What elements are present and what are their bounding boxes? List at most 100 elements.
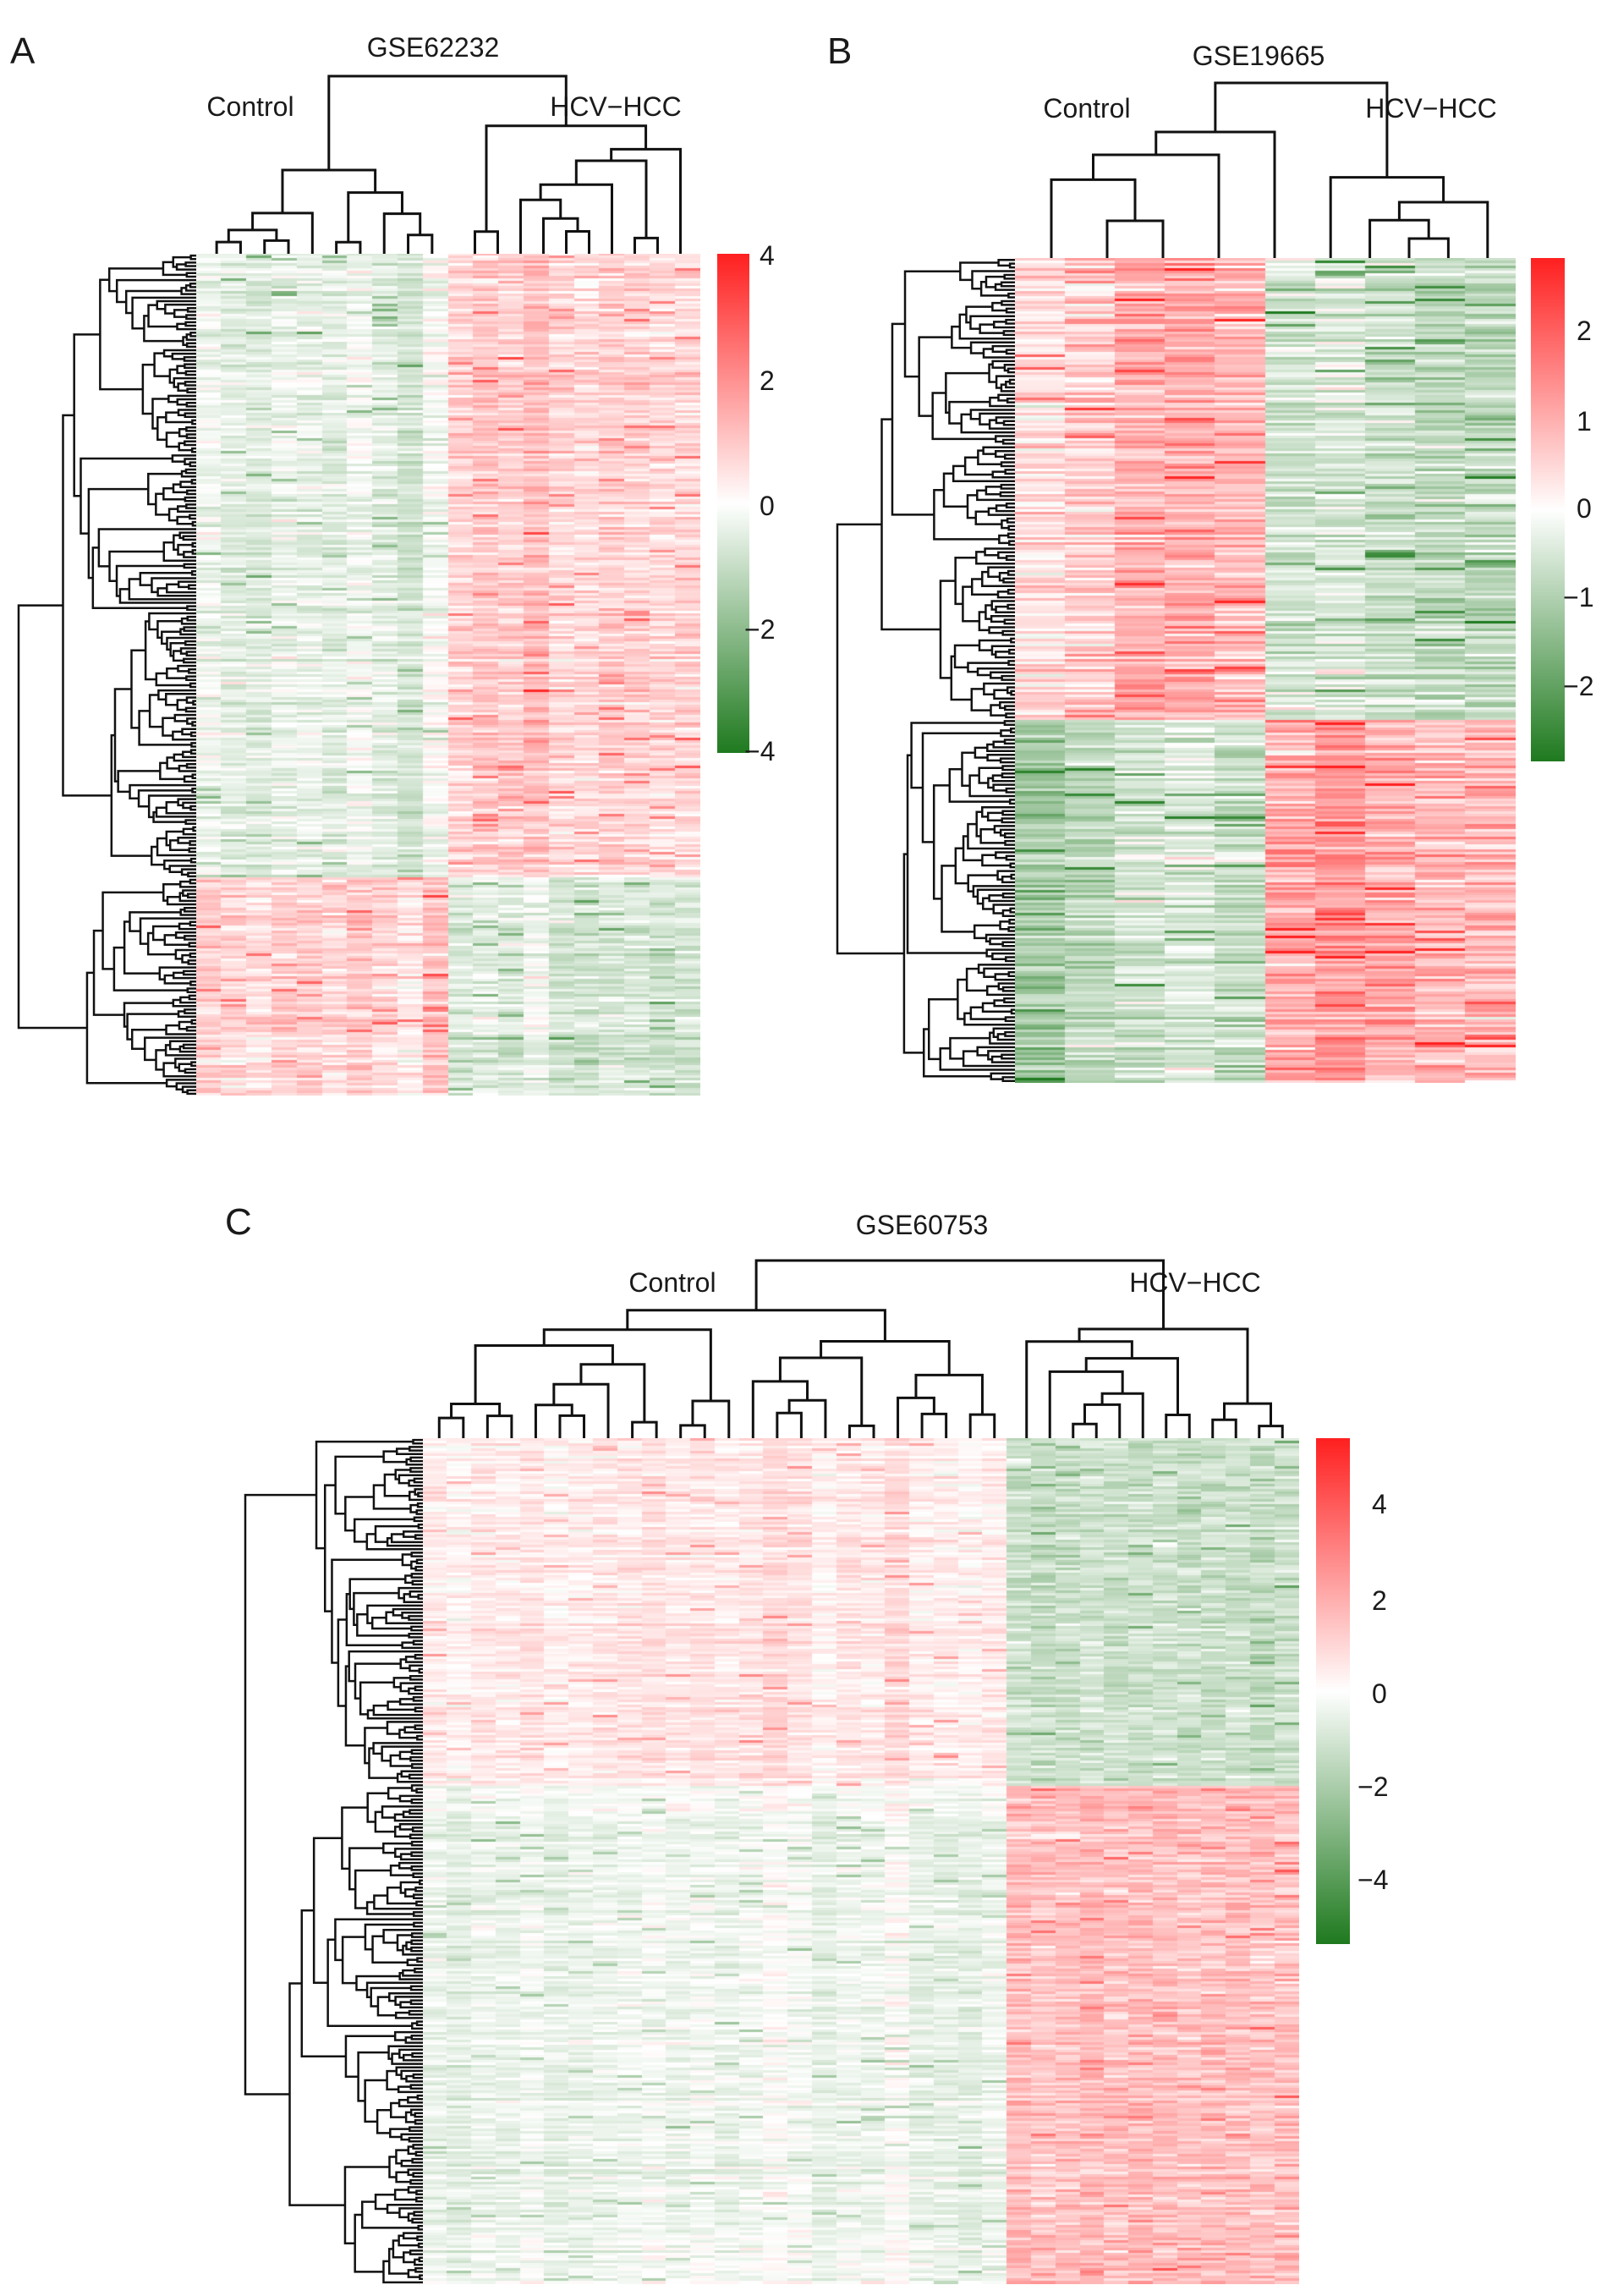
dendrogram-branch: [353, 1518, 414, 1543]
dendrogram-branch: [776, 1411, 803, 1438]
dendrogram-branch: [185, 489, 196, 496]
dendrogram-branch: [963, 456, 993, 476]
dendrogram-branch: [1001, 438, 1015, 445]
dendrogram-branch: [112, 946, 188, 991]
dendrogram-branch: [994, 283, 1015, 291]
dendrogram-branch: [986, 811, 1003, 822]
dendrogram-branch: [413, 1477, 423, 1484]
dendrogram-branch: [174, 1057, 196, 1069]
dendrogram-branch: [166, 895, 196, 906]
dendrogram-branch: [539, 183, 613, 254]
dendrogram-branch: [981, 806, 1015, 818]
dendrogram-branch: [411, 2052, 423, 2058]
dendrogram-branch: [166, 756, 179, 770]
dendrogram-branch: [1000, 281, 1015, 288]
dendrogram-branch: [166, 667, 187, 679]
dendrogram-branch: [189, 840, 196, 846]
dendrogram-branch: [186, 605, 196, 612]
dendrogram-branch: [393, 2189, 417, 2201]
dendrogram-branch: [139, 572, 193, 586]
dendrogram-branch: [1001, 299, 1015, 306]
dendrogram-branch: [931, 392, 996, 441]
dendrogram-branch: [995, 605, 1015, 614]
dendrogram-branch: [534, 1403, 573, 1438]
dendrogram-branch: [403, 1593, 423, 1603]
heatmap-grid: [1015, 258, 1516, 1083]
dendrogram-branch: [409, 1999, 423, 2005]
dendrogram-branch: [412, 1911, 423, 1917]
dendrogram-branch: [177, 1010, 196, 1018]
dendrogram-branch: [409, 1456, 423, 1463]
dendrogram-branch: [173, 753, 196, 762]
dendrogram-branch: [989, 937, 1015, 946]
dendrogram-branch: [365, 1901, 414, 1915]
dendrogram-branch: [1001, 876, 1015, 884]
dendrogram-branch: [398, 1861, 423, 1870]
dendrogram-branch: [179, 481, 196, 488]
dendrogram-branch: [189, 980, 196, 986]
dendrogram-branch: [400, 1770, 423, 1778]
dendrogram-branch: [407, 2145, 416, 2156]
dendrogram-branch: [184, 458, 196, 465]
dendrogram-branch: [382, 1929, 423, 1944]
dendrogram-branch: [172, 255, 191, 268]
dendrogram-branch: [251, 211, 314, 254]
dendrogram-branch: [409, 1833, 423, 1840]
dendrogram-branch: [416, 1957, 423, 1963]
dendrogram-branch: [167, 508, 178, 522]
dendrogram-branch: [962, 1050, 1015, 1068]
dendrogram-branch: [123, 1002, 173, 1028]
dendrogram-branch: [1001, 674, 1015, 681]
dendrogram-branch: [405, 2074, 423, 2083]
dendrogram-branch: [138, 710, 192, 746]
dendrogram-branch: [173, 376, 196, 388]
dendrogram-branch: [988, 626, 1015, 634]
dendrogram-branch: [957, 978, 968, 1020]
dendrogram-branch: [1006, 367, 1015, 374]
dendrogram-branch: [978, 639, 1012, 651]
dendrogram-branch: [954, 557, 977, 606]
dendrogram-branch: [175, 263, 196, 271]
dendrogram-branch: [244, 1493, 317, 2096]
dendrogram-branch: [971, 578, 999, 596]
dendrogram-branch: [975, 810, 983, 838]
dendrogram-branch: [178, 765, 196, 772]
dendrogram-branch: [988, 363, 997, 383]
dendrogram-branch: [1000, 483, 1015, 490]
dendrogram-branch: [172, 998, 196, 1008]
dendrogram-branch: [179, 647, 196, 655]
dendrogram-branch: [166, 583, 196, 594]
dendrogram-branch: [398, 1794, 423, 1803]
dendrogram-branch: [177, 580, 196, 589]
dendrogram-branch: [151, 398, 169, 430]
dendrogram-branch: [372, 1742, 423, 1755]
dendrogram-branch: [410, 1763, 423, 1769]
dendrogram-branch: [180, 470, 196, 478]
dendrogram-branch: [397, 2085, 423, 2094]
dendrogram-branch: [165, 801, 196, 815]
dendrogram-branch: [91, 547, 188, 609]
dendrogram-branch: [970, 688, 991, 711]
dendrogram-branch: [997, 551, 1015, 559]
dendrogram-branch: [184, 468, 196, 475]
dendrogram-branch: [996, 590, 1015, 599]
dendrogram-branch: [1009, 862, 1015, 869]
dendrogram-branch: [991, 360, 1015, 369]
dendrogram-branch: [918, 336, 952, 417]
dendrogram-branch: [101, 891, 164, 970]
dendrogram-branch: [485, 1414, 513, 1438]
dendrogram-branch: [1000, 383, 1015, 393]
dendrogram-branch: [372, 1704, 423, 1717]
dendrogram-branch: [400, 2159, 423, 2167]
dendrogram-branch: [179, 880, 196, 888]
dendrogram-branch: [989, 396, 1015, 408]
dendrogram-branch: [1083, 1403, 1122, 1438]
dendrogram-branch: [1001, 941, 1015, 948]
dendrogram-branch: [836, 523, 904, 955]
color-scale-tick: 0: [760, 491, 775, 521]
dendrogram-branch: [990, 704, 1006, 717]
dendrogram-branch: [173, 713, 196, 722]
dendrogram-branch: [392, 1677, 411, 1689]
dendrogram-branch: [348, 1578, 406, 1611]
dendrogram-branch: [410, 1946, 423, 1953]
